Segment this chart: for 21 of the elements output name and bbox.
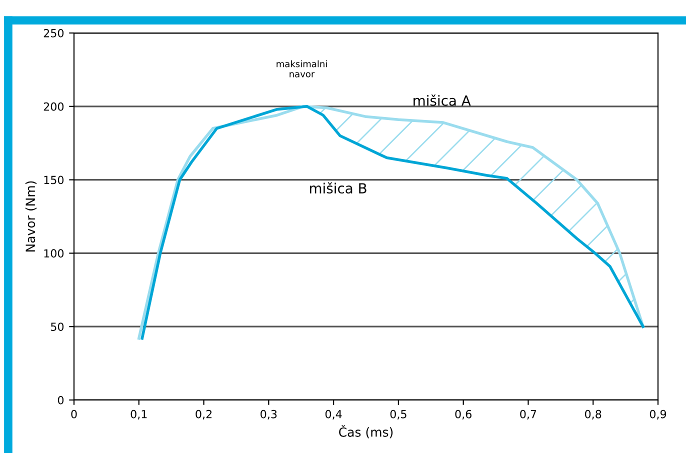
y-tick-label: 200 bbox=[44, 102, 64, 111]
x-tick-label: 0,1 bbox=[130, 410, 147, 420]
y-tick-label: 50 bbox=[50, 322, 64, 331]
x-tick-label: 0,8 bbox=[585, 410, 602, 420]
y-tick-label: 0 bbox=[58, 396, 64, 404]
x-tick-label: 0,5 bbox=[390, 410, 406, 420]
y-tick-label: 250 bbox=[44, 28, 64, 38]
y-tick-label: 150 bbox=[44, 176, 64, 184]
x-axis-title: Čas (ms) bbox=[339, 425, 393, 438]
y-tick-label: 100 bbox=[44, 249, 64, 258]
x-tick-label: 0,4 bbox=[325, 410, 342, 420]
x-tick-label: 0 bbox=[71, 410, 77, 418]
x-tick-label: 0,2 bbox=[196, 410, 212, 420]
x-tick-label: 0,3 bbox=[260, 410, 277, 420]
series-label: mišica A bbox=[414, 94, 471, 106]
x-tick-label: 0,9 bbox=[650, 410, 666, 420]
annotation: maksimalni navor bbox=[276, 60, 327, 78]
text: mišica B bbox=[310, 182, 366, 194]
y-axis-title: Navor (Nm) bbox=[25, 181, 37, 252]
x-tick-label: 0,7 bbox=[520, 410, 536, 420]
x-tick-label: 0,6 bbox=[455, 410, 472, 420]
